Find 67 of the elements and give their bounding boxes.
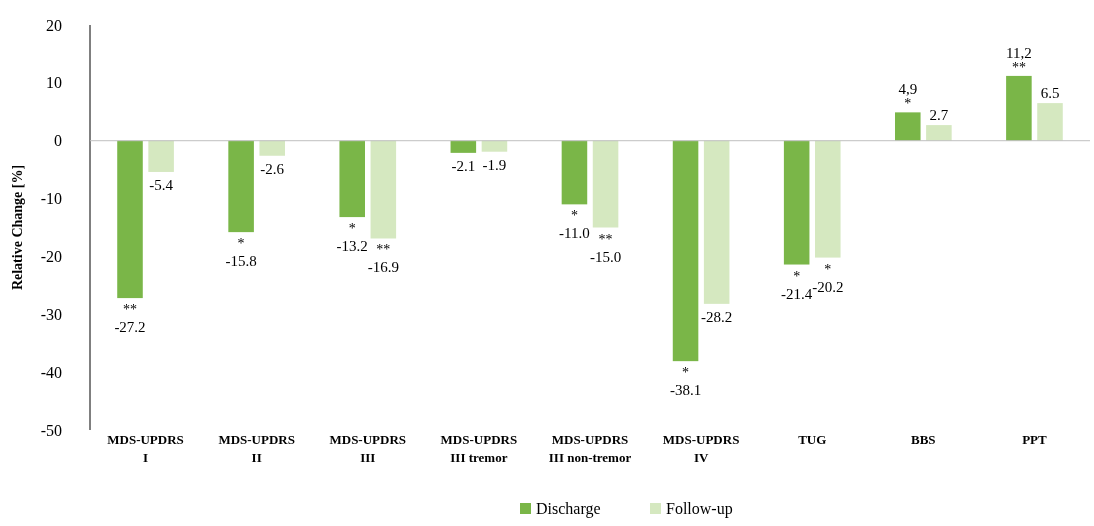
data-label: -15.8 [225,253,257,270]
bar [926,125,952,141]
bar [703,140,730,304]
annotation: ** [376,242,391,258]
data-label: -1.9 [482,156,507,173]
y-tick-label: -40 [40,363,62,381]
annotation: * [793,268,801,284]
data-label: -21.4 [781,285,813,302]
x-tick-label: TUG [798,432,827,447]
data-label: 2.7 [929,107,949,124]
x-tick-label: PPT [1022,432,1048,447]
annotation: * [682,365,690,381]
data-label: -28.2 [701,308,733,325]
x-tick-label: MDS-UPDRS II [218,432,295,465]
data-label: -2.1 [451,157,476,174]
legend-label: Discharge [536,500,601,518]
data-label: 11,2 [1006,44,1032,61]
data-label: 6.5 [1040,85,1060,102]
x-tick-label: MDS-UPDRS III tremor [440,432,518,465]
x-tick-label: BBS [911,432,936,447]
y-tick-label: 0 [54,132,62,150]
y-tick-label: -50 [40,421,62,439]
bar [1037,103,1063,141]
data-label: -15.0 [589,248,622,265]
annotation: * [904,96,912,112]
data-label: 4,9 [898,81,918,98]
data-label: -11.0 [559,225,590,242]
y-tick-label: 10 [46,74,62,92]
y-tick-label: -10 [40,190,62,208]
annotation: ** [598,231,613,247]
data-label: -13.2 [336,238,368,255]
legend-label: Follow-up [666,500,733,518]
data-label: -38.1 [669,382,702,399]
bar [117,140,143,299]
bar [228,140,254,233]
x-tick-label: MDS-UPDRS IV [662,432,740,465]
bar [895,112,921,141]
x-tick-label: MDS-UPDRS I [107,432,184,465]
y-axis-title: Relative Change [%] [10,164,25,291]
bar [561,140,588,205]
bar [592,140,619,228]
bar [450,140,477,153]
annotation: ** [1011,59,1026,75]
y-tick-label: 20 [46,16,62,34]
bar [481,140,508,152]
data-label: -5.4 [149,176,174,193]
bar [259,140,285,156]
data-label: -20.2 [812,278,844,295]
annotation: * [348,221,356,237]
y-tick-label: -30 [40,305,62,323]
data-label: -16.9 [367,259,399,276]
annotation: * [824,261,832,277]
annotation: ** [123,302,137,318]
y-tick-label: -20 [40,248,62,266]
data-label: -27.2 [114,319,146,336]
x-tick-label: MDS-UPDRS III [329,432,407,465]
bar [783,140,810,265]
bar [339,140,365,218]
data-label: -2.6 [260,160,285,177]
bar [370,140,397,239]
annotation: * [237,236,245,252]
bar [1006,75,1032,141]
bar [815,140,841,258]
bar [148,140,174,172]
bar [672,140,699,362]
annotation: * [570,208,578,224]
x-tick-label: MDS-UPDRS III non-tremor [548,432,632,465]
